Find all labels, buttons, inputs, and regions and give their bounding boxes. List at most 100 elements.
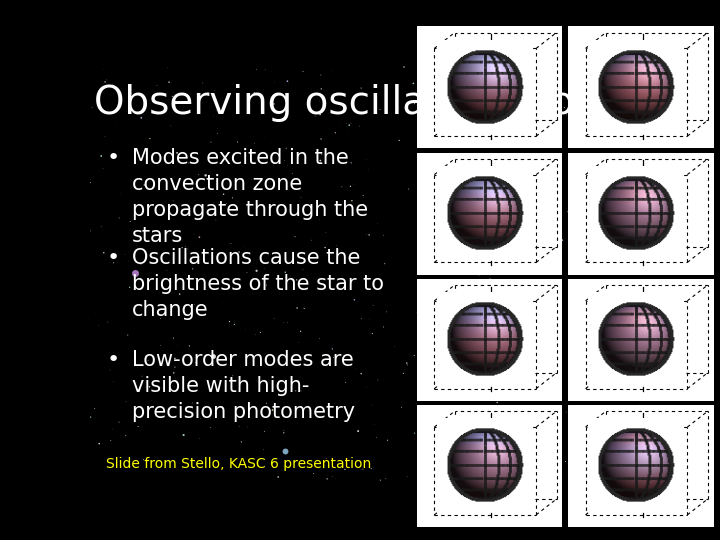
Point — [638, 464, 649, 473]
Point — [287, 169, 298, 178]
Point — [103, 366, 114, 375]
Point — [398, 63, 410, 71]
Point — [119, 250, 130, 259]
Point — [342, 127, 354, 136]
Point — [516, 448, 528, 457]
Point — [271, 112, 282, 121]
Point — [438, 459, 450, 468]
Point — [136, 372, 148, 381]
Point — [240, 325, 251, 334]
Point — [601, 394, 613, 403]
Point — [278, 428, 289, 437]
Point — [614, 218, 626, 226]
Point — [526, 75, 537, 83]
Point — [438, 275, 449, 284]
Point — [261, 399, 272, 408]
Point — [334, 209, 346, 218]
Point — [464, 367, 476, 376]
Point — [160, 335, 171, 343]
Point — [221, 199, 233, 208]
Point — [525, 355, 536, 363]
Point — [248, 139, 260, 147]
Point — [330, 129, 341, 137]
Point — [531, 436, 542, 445]
Point — [190, 274, 202, 282]
Point — [345, 119, 356, 127]
Point — [294, 327, 306, 335]
Point — [590, 405, 601, 414]
Point — [320, 228, 332, 237]
Point — [372, 219, 384, 227]
Point — [315, 148, 327, 157]
Point — [85, 413, 96, 421]
Point — [571, 238, 582, 247]
Point — [433, 218, 444, 226]
Point — [208, 112, 220, 120]
Point — [418, 377, 429, 386]
Point — [480, 327, 492, 335]
Point — [165, 122, 176, 130]
Point — [94, 440, 105, 448]
Point — [584, 435, 595, 444]
Point — [167, 88, 179, 97]
Point — [467, 70, 478, 78]
Point — [340, 378, 351, 387]
Point — [315, 71, 327, 79]
Point — [627, 240, 639, 249]
Point — [449, 386, 461, 395]
Point — [477, 305, 488, 313]
Point — [345, 182, 356, 191]
Point — [417, 347, 428, 356]
Point — [255, 328, 266, 337]
Point — [338, 279, 349, 287]
Point — [97, 164, 109, 173]
Point — [443, 132, 454, 141]
Point — [401, 359, 413, 367]
Point — [409, 429, 420, 437]
Point — [261, 338, 272, 346]
Point — [251, 266, 262, 275]
Point — [279, 268, 291, 276]
Point — [467, 332, 479, 341]
Point — [367, 301, 379, 310]
Point — [86, 103, 98, 112]
Point — [168, 369, 179, 377]
Point — [172, 341, 184, 350]
Text: Low-order modes are
visible with high-
precision photometry: Low-order modes are visible with high- p… — [132, 349, 355, 422]
Point — [115, 189, 127, 198]
Point — [144, 134, 156, 143]
Point — [146, 396, 158, 404]
Point — [325, 66, 337, 75]
Point — [336, 183, 348, 191]
Point — [143, 382, 155, 391]
Point — [462, 276, 474, 285]
Point — [90, 309, 102, 318]
Point — [269, 314, 280, 323]
Point — [428, 250, 439, 259]
Point — [569, 404, 580, 413]
Point — [585, 142, 597, 151]
Point — [539, 472, 550, 481]
Point — [108, 352, 120, 361]
Point — [483, 143, 495, 152]
Point — [481, 306, 492, 314]
Point — [497, 388, 508, 397]
Point — [593, 454, 604, 462]
Point — [382, 436, 393, 444]
Point — [492, 152, 504, 160]
Point — [212, 292, 223, 301]
Point — [184, 342, 195, 350]
Point — [151, 81, 163, 90]
Point — [529, 94, 541, 103]
Point — [224, 318, 235, 326]
Point — [120, 397, 132, 406]
Point — [89, 404, 101, 413]
Point — [531, 300, 542, 308]
Point — [620, 457, 631, 466]
Point — [577, 69, 589, 77]
Point — [408, 351, 420, 360]
Text: •: • — [107, 148, 120, 168]
Point — [515, 447, 526, 455]
Point — [438, 450, 449, 459]
Point — [258, 427, 270, 436]
